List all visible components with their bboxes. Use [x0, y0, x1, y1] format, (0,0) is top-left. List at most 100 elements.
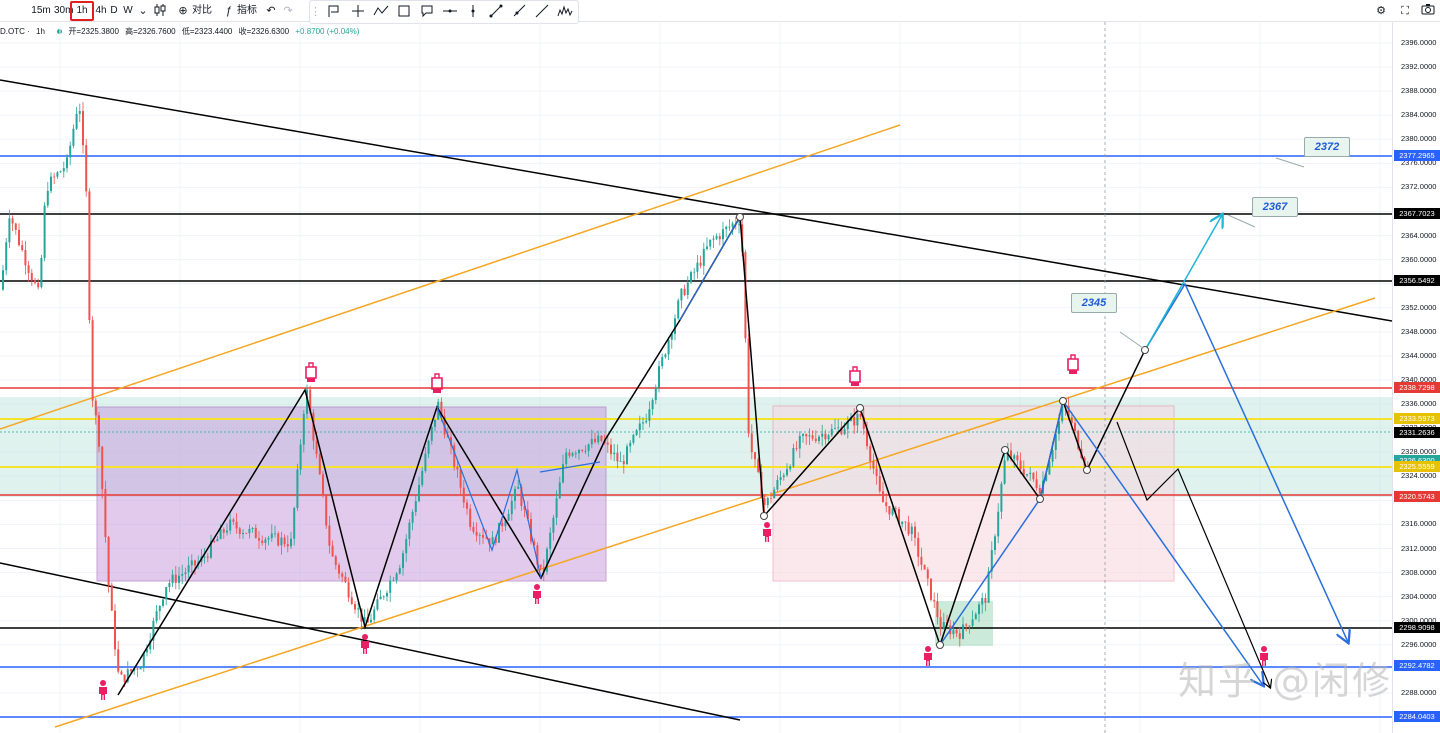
candle-body: [27, 265, 30, 273]
price-tick-label: 2312.0000: [1401, 543, 1437, 553]
pointing-hand-icon[interactable]: [849, 366, 861, 386]
price-axis[interactable]: 2284.00002288.00002292.00002296.00002300…: [1392, 22, 1440, 733]
callout-icon[interactable]: [419, 4, 435, 20]
candle-body: [706, 246, 708, 249]
pointing-hand-icon[interactable]: [1067, 354, 1079, 374]
pointing-hand-icon[interactable]: [431, 373, 443, 393]
candle-body: [546, 548, 548, 572]
candle-body: [14, 223, 17, 230]
lower-descending-trendline[interactable]: [0, 562, 741, 721]
timeframe-w[interactable]: W: [123, 5, 133, 16]
person-signal-icon[interactable]: [1260, 646, 1268, 666]
candle-body: [942, 622, 945, 629]
blue-subwave-3[interactable]: [679, 216, 741, 321]
candle-body: [37, 282, 40, 288]
vertical-line-icon[interactable]: [465, 4, 481, 20]
candle-body: [894, 508, 897, 510]
candle-body: [837, 427, 840, 429]
upper-descending-trendline[interactable]: [0, 79, 1392, 322]
timeframe-1h[interactable]: 1h: [70, 1, 94, 21]
compare-button[interactable]: 对比: [192, 5, 212, 16]
settings-gear-icon[interactable]: ⚙: [1376, 5, 1386, 17]
volume-profile-icon[interactable]: [557, 4, 573, 20]
candle-type-icon[interactable]: [152, 3, 168, 19]
symbol-name[interactable]: D.OTC: [0, 27, 25, 36]
candle-body: [898, 509, 900, 525]
pointing-hand-icon[interactable]: [305, 362, 317, 382]
candle-body: [482, 534, 484, 538]
zigzag-icon[interactable]: [373, 4, 389, 20]
pivot-marker: [936, 641, 944, 649]
price-tick-label: 2384.0000: [1401, 110, 1437, 120]
price-tick-label: 2316.0000: [1401, 519, 1437, 529]
chevron-down-icon[interactable]: ⌄: [138, 5, 148, 17]
candle-body: [78, 111, 81, 114]
candle-body: [1035, 479, 1038, 489]
redo-icon[interactable]: ↷: [283, 5, 293, 17]
rectangle-icon[interactable]: [396, 4, 412, 20]
price-tick-label: 2372.0000: [1401, 182, 1437, 192]
candle-body: [680, 288, 683, 301]
flag-line-icon[interactable]: [326, 4, 342, 20]
blue-subwave-1[interactable]: [436, 406, 542, 579]
undo-icon[interactable]: ↶: [266, 5, 276, 17]
ray-icon[interactable]: [511, 4, 527, 20]
candle-body: [789, 466, 792, 470]
pink-range-box[interactable]: [772, 405, 1175, 582]
candle-body: [2, 270, 4, 290]
price-tick-label: 2304.0000: [1401, 591, 1437, 601]
horizontal-line-icon[interactable]: [442, 4, 458, 20]
candle-body: [798, 435, 801, 449]
lower-ascending-channel[interactable]: [54, 297, 1376, 728]
crosshair-icon[interactable]: [350, 4, 366, 20]
indicators-button[interactable]: 指标: [237, 5, 257, 16]
compare-plus-icon[interactable]: ⊕: [178, 5, 188, 17]
person-signal-icon[interactable]: [763, 522, 771, 542]
person-signal-icon[interactable]: [99, 680, 107, 700]
candle-body: [216, 539, 219, 542]
timeframe-30m[interactable]: 30m: [54, 5, 74, 16]
person-signal-icon[interactable]: [924, 646, 932, 666]
blue-subwave-2[interactable]: [539, 461, 601, 473]
legend-timeframe: 1h: [36, 27, 45, 36]
indicators-fx-icon[interactable]: ƒ: [225, 5, 233, 17]
price-chart[interactable]: [0, 22, 1392, 733]
callout-2345[interactable]: 2345: [1071, 293, 1117, 313]
candle-body: [674, 318, 676, 334]
candle-body: [776, 480, 779, 490]
purple-range-box[interactable]: [96, 406, 607, 582]
candle-body: [907, 522, 910, 535]
person-signal-icon[interactable]: [533, 584, 541, 604]
pivot-marker: [1083, 466, 1091, 474]
extended-line-icon[interactable]: [534, 4, 550, 20]
projection-blue-down-1[interactable]: [1062, 400, 1263, 685]
timeframe-4h[interactable]: 4h: [95, 5, 107, 16]
candle-body: [485, 537, 488, 539]
projection-black-down[interactable]: [1116, 421, 1270, 687]
candle-body: [939, 617, 942, 629]
candle-body: [834, 428, 836, 429]
candle-body: [846, 420, 849, 430]
camera-icon[interactable]: [1420, 3, 1436, 19]
candle-body: [242, 532, 244, 534]
upper-ascending-channel[interactable]: [0, 124, 901, 430]
price-tag-label: 2292.4782: [1394, 660, 1440, 672]
candle-body: [488, 538, 491, 545]
candle-body: [264, 539, 267, 543]
projection-cyan-up[interactable]: [1144, 215, 1222, 351]
person-signal-icon[interactable]: [361, 634, 369, 654]
drag-handle-icon[interactable]: ⋮: [310, 6, 321, 18]
candle-body: [386, 592, 388, 597]
callout-2367[interactable]: 2367: [1252, 197, 1298, 217]
timeframe-d[interactable]: D: [110, 5, 118, 16]
candle-body: [466, 502, 468, 509]
candle-body: [882, 491, 884, 503]
candle-body: [958, 633, 961, 639]
candle-body: [856, 413, 859, 426]
candle-body: [226, 530, 228, 533]
trend-line-icon[interactable]: [488, 4, 504, 20]
timeframe-15m[interactable]: 15m: [31, 5, 51, 16]
price-tick-label: 2392.0000: [1401, 62, 1437, 72]
fullscreen-icon[interactable]: ⛶: [1401, 5, 1409, 17]
callout-2372[interactable]: 2372: [1304, 137, 1350, 157]
